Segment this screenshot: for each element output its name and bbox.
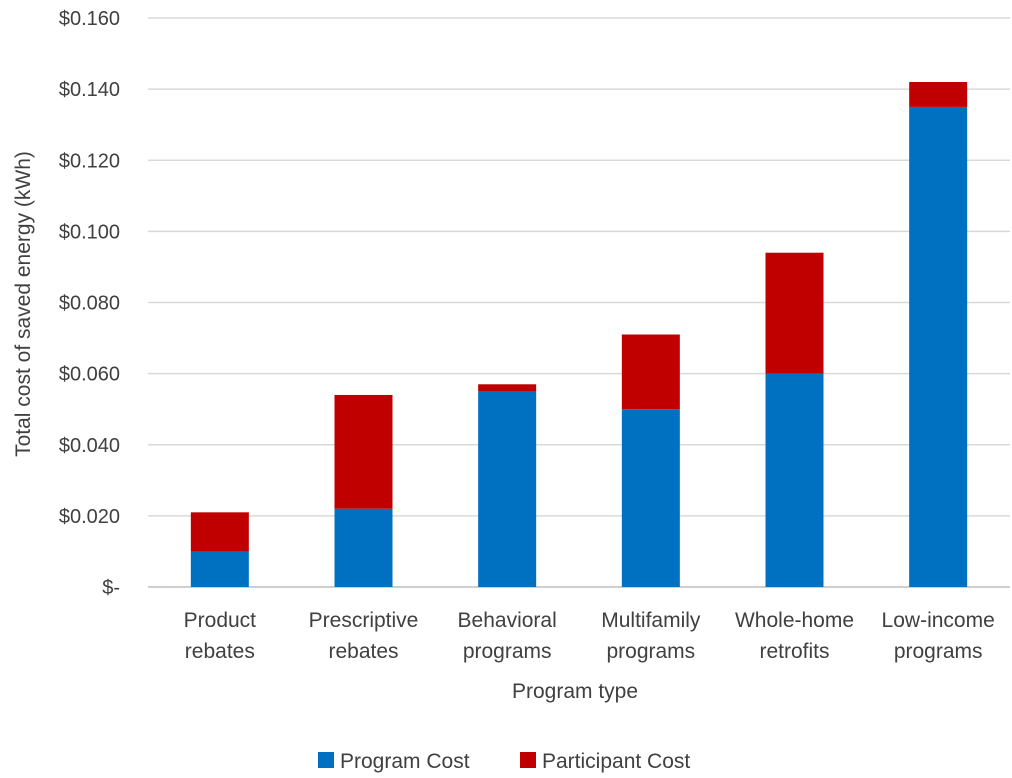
bar-participant-cost — [765, 252, 824, 374]
bar-participant-cost — [621, 334, 680, 410]
legend-swatch — [520, 752, 536, 768]
bars — [190, 82, 968, 587]
x-tick-label: programs — [894, 640, 983, 663]
x-tick-label: Whole-home — [735, 609, 854, 632]
bar-participant-cost — [190, 512, 249, 552]
y-tick-label: $- — [102, 577, 120, 599]
y-tick-label: $0.100 — [59, 221, 120, 243]
y-axis-ticks: $- $0.020 $0.040 $0.060 $0.080 $0.100 $0.120 $0… — [59, 8, 120, 599]
x-tick-label: Product — [184, 609, 257, 632]
bar-participant-cost — [909, 82, 968, 107]
legend: Program Cost Participant Cost — [318, 750, 690, 773]
x-tick-label: Low-income — [882, 609, 995, 632]
x-tick-label: Multifamily — [601, 609, 701, 632]
y-tick-label: $0.080 — [59, 293, 120, 315]
x-tick-label: retrofits — [759, 640, 829, 663]
legend-label: Program Cost — [340, 750, 470, 773]
bar-program-cost — [190, 551, 249, 587]
y-tick-label: $0.120 — [59, 150, 120, 172]
bar-program-cost — [334, 508, 393, 587]
x-tick-label: Behavioral — [458, 609, 557, 632]
y-tick-label: $0.160 — [59, 8, 120, 30]
y-tick-label: $0.140 — [59, 79, 120, 101]
y-tick-label: $0.040 — [59, 435, 120, 457]
bar-program-cost — [765, 373, 824, 587]
bar-program-cost — [478, 391, 537, 587]
bar-program-cost — [621, 409, 680, 587]
gridlines — [148, 17, 1010, 588]
x-axis-title: Program type — [512, 680, 638, 703]
x-tick-label: rebates — [328, 640, 398, 663]
bar-program-cost — [909, 106, 968, 587]
x-axis-ticks: Product rebates Prescriptive rebates Behavio… — [184, 609, 995, 663]
x-tick-label: programs — [463, 640, 552, 663]
y-tick-label: $0.020 — [59, 506, 120, 528]
x-tick-label: Prescriptive — [309, 609, 419, 632]
bar-participant-cost — [478, 384, 537, 392]
y-tick-label: $0.060 — [59, 364, 120, 386]
legend-label: Participant Cost — [542, 750, 690, 773]
bar-participant-cost — [334, 394, 393, 509]
x-tick-label: programs — [606, 640, 695, 663]
legend-swatch — [318, 752, 334, 768]
x-tick-label: rebates — [185, 640, 255, 663]
y-axis-title: Total cost of saved energy (kWh) — [12, 151, 35, 457]
